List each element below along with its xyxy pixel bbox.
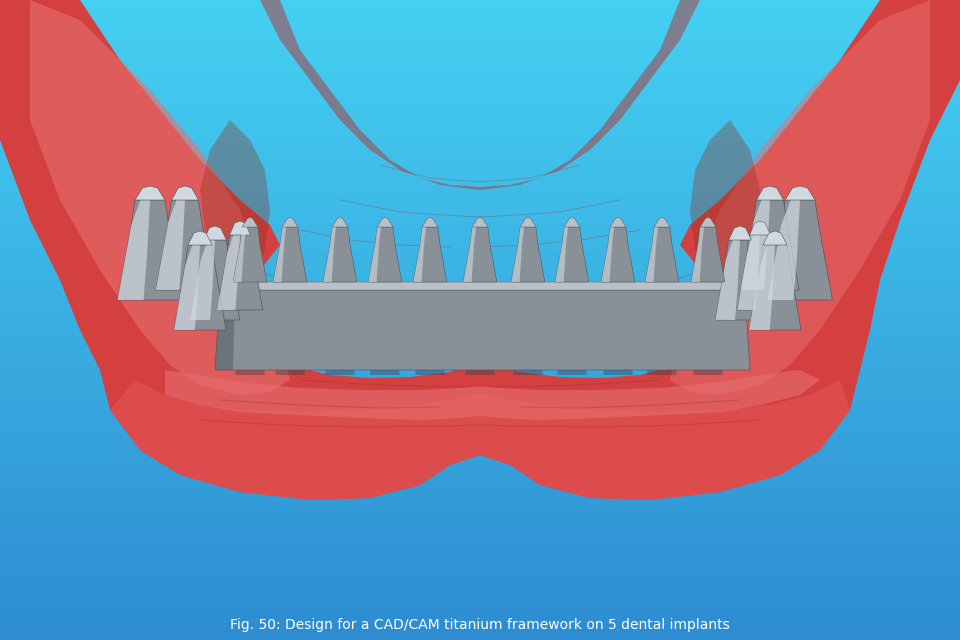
- Polygon shape: [274, 227, 307, 282]
- Polygon shape: [174, 245, 226, 330]
- Polygon shape: [511, 227, 524, 282]
- Polygon shape: [645, 227, 658, 282]
- Polygon shape: [700, 217, 716, 227]
- Polygon shape: [275, 355, 305, 375]
- Polygon shape: [229, 221, 251, 235]
- Polygon shape: [324, 227, 336, 282]
- Polygon shape: [325, 355, 355, 375]
- Polygon shape: [564, 217, 580, 227]
- Polygon shape: [332, 217, 348, 227]
- Polygon shape: [215, 282, 235, 370]
- Polygon shape: [465, 355, 495, 375]
- Polygon shape: [324, 227, 357, 282]
- Polygon shape: [654, 217, 670, 227]
- Polygon shape: [693, 355, 723, 375]
- Polygon shape: [691, 227, 704, 282]
- Polygon shape: [767, 200, 800, 300]
- Polygon shape: [117, 200, 150, 300]
- Polygon shape: [235, 355, 265, 375]
- Polygon shape: [601, 227, 635, 282]
- Polygon shape: [172, 186, 199, 200]
- Polygon shape: [555, 227, 568, 282]
- Polygon shape: [601, 227, 614, 282]
- Polygon shape: [690, 120, 760, 290]
- Polygon shape: [200, 120, 270, 290]
- Polygon shape: [463, 227, 476, 282]
- Polygon shape: [260, 0, 700, 190]
- Polygon shape: [520, 217, 536, 227]
- Polygon shape: [737, 235, 782, 310]
- Polygon shape: [190, 240, 240, 320]
- Polygon shape: [233, 227, 246, 282]
- Polygon shape: [603, 355, 633, 375]
- Polygon shape: [274, 227, 286, 282]
- Polygon shape: [737, 235, 760, 310]
- Polygon shape: [413, 227, 426, 282]
- Polygon shape: [174, 245, 200, 330]
- Polygon shape: [511, 227, 544, 282]
- Polygon shape: [645, 227, 679, 282]
- Polygon shape: [215, 290, 750, 370]
- Polygon shape: [413, 227, 446, 282]
- Polygon shape: [217, 235, 240, 310]
- Polygon shape: [220, 282, 745, 290]
- Polygon shape: [156, 200, 185, 290]
- Polygon shape: [369, 227, 381, 282]
- Polygon shape: [135, 186, 165, 200]
- Polygon shape: [756, 186, 783, 200]
- Polygon shape: [741, 200, 770, 290]
- Polygon shape: [749, 245, 801, 330]
- Polygon shape: [242, 217, 258, 227]
- Polygon shape: [377, 217, 393, 227]
- Polygon shape: [415, 355, 445, 375]
- Polygon shape: [217, 235, 263, 310]
- Text: Fig. 50: Design for a CAD/CAM titanium framework on 5 dental implants: Fig. 50: Design for a CAD/CAM titanium f…: [230, 618, 730, 632]
- Polygon shape: [370, 355, 400, 375]
- Polygon shape: [557, 355, 587, 375]
- Polygon shape: [204, 226, 227, 240]
- Polygon shape: [513, 355, 543, 375]
- Polygon shape: [691, 227, 725, 282]
- Polygon shape: [30, 0, 290, 395]
- Polygon shape: [715, 240, 765, 320]
- Polygon shape: [729, 226, 752, 240]
- Polygon shape: [165, 370, 820, 420]
- Polygon shape: [741, 200, 800, 290]
- Polygon shape: [117, 200, 182, 300]
- Polygon shape: [282, 217, 298, 227]
- Polygon shape: [110, 380, 850, 500]
- Polygon shape: [190, 240, 215, 320]
- Polygon shape: [472, 217, 488, 227]
- Polygon shape: [767, 200, 832, 300]
- Polygon shape: [188, 231, 212, 245]
- Polygon shape: [715, 240, 740, 320]
- Polygon shape: [156, 200, 214, 290]
- Polygon shape: [785, 186, 815, 200]
- Polygon shape: [750, 221, 771, 235]
- Polygon shape: [0, 0, 960, 500]
- Polygon shape: [647, 355, 677, 375]
- Polygon shape: [233, 227, 267, 282]
- Polygon shape: [463, 227, 497, 282]
- Polygon shape: [369, 227, 402, 282]
- Polygon shape: [670, 0, 930, 395]
- Polygon shape: [422, 217, 438, 227]
- Polygon shape: [611, 217, 626, 227]
- Polygon shape: [555, 227, 588, 282]
- Polygon shape: [749, 245, 775, 330]
- Polygon shape: [763, 231, 787, 245]
